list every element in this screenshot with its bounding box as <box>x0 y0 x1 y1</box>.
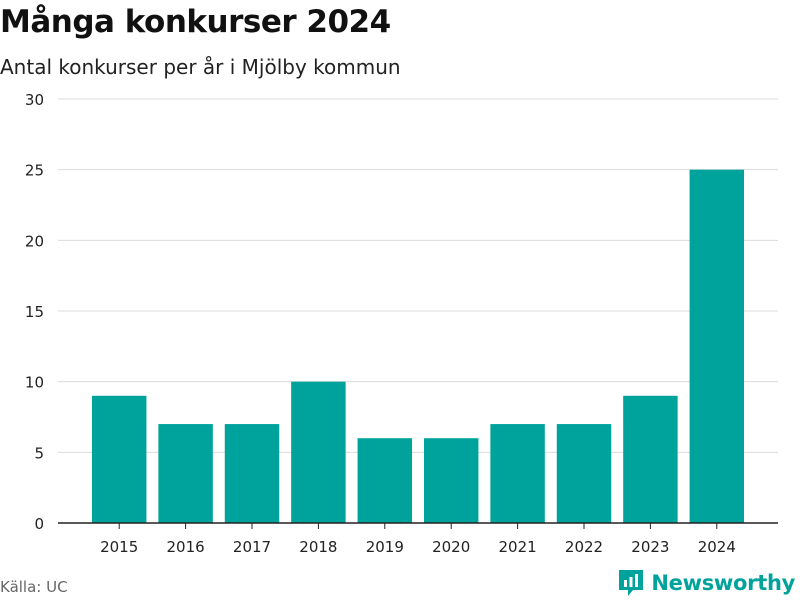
brand[interactable]: Newsworthy <box>617 568 795 598</box>
bars <box>91 169 745 523</box>
bar-2015 <box>91 395 147 523</box>
x-tick-label: 2017 <box>233 538 271 556</box>
y-tick-label: 25 <box>25 162 44 180</box>
brand-name: Newsworthy <box>651 571 795 595</box>
y-tick-label: 0 <box>34 515 44 533</box>
x-tick-label: 2020 <box>432 538 470 556</box>
newsworthy-logo-icon <box>619 570 644 596</box>
y-axis-ticks: 0 5 10 15 20 25 30 <box>25 91 44 533</box>
x-tick-label: 2023 <box>631 538 669 556</box>
x-tick-label: 2021 <box>499 538 537 556</box>
y-tick-label: 15 <box>25 303 44 321</box>
bar-2020 <box>423 438 479 523</box>
source-note: Källa: UC <box>0 578 68 596</box>
y-tick-label: 20 <box>25 232 44 250</box>
y-tick-label: 30 <box>25 91 44 109</box>
bar-2023 <box>623 395 678 523</box>
bar-2019 <box>357 438 413 523</box>
chart-title: Många konkurser 2024 <box>0 4 391 40</box>
x-tick-label: 2019 <box>366 538 404 556</box>
x-tick-label: 2018 <box>299 538 337 556</box>
bar-2022 <box>556 424 612 523</box>
bar-2024 <box>689 169 745 523</box>
x-tick-label: 2015 <box>100 538 138 556</box>
chart-subtitle: Antal konkurser per år i Mjölby kommun <box>0 55 401 79</box>
bar-2018 <box>291 381 346 523</box>
y-tick-label: 10 <box>25 374 44 392</box>
x-axis-ticks: 2015 2016 2017 2018 2019 2020 2021 2022 2023 2024 <box>100 523 736 556</box>
bar-2016 <box>158 424 213 523</box>
x-tick-label: 2024 <box>698 538 736 556</box>
x-tick-label: 2022 <box>565 538 603 556</box>
bar-2021 <box>490 424 545 523</box>
x-tick-label: 2016 <box>167 538 205 556</box>
bar-2017 <box>224 424 280 523</box>
y-tick-label: 5 <box>34 444 44 462</box>
